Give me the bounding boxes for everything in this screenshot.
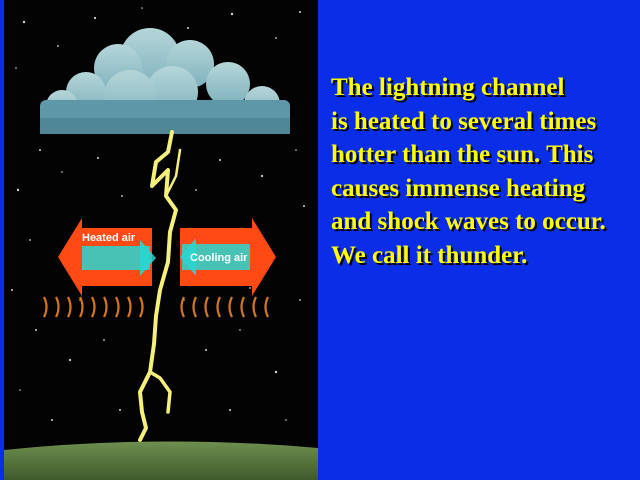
stars — [11, 7, 305, 421]
shock-waves — [43, 296, 269, 318]
storm-cloud — [40, 28, 290, 134]
text-line: is heated to several times — [331, 107, 597, 135]
cooling-air-arrow: Cooling air — [180, 218, 276, 296]
heated-air-arrow: Heated air — [58, 218, 156, 296]
lightning-illustration: Heated air Cooling air — [0, 0, 318, 480]
text-line: The lightning channel — [331, 74, 565, 101]
explanation-text: The lightning channel is heated to sever… — [331, 71, 640, 272]
lightning-bolt — [138, 130, 182, 442]
text-line: We call it thunder. — [331, 241, 528, 269]
text-line: hotter than the sun. This — [331, 141, 594, 168]
text-line: causes immense heating — [331, 174, 586, 202]
text-line: and shock waves to occur. — [331, 208, 606, 235]
ground — [4, 441, 318, 480]
heated-air-label: Heated air — [82, 232, 136, 244]
cooling-air-label: Cooling air — [190, 252, 248, 264]
